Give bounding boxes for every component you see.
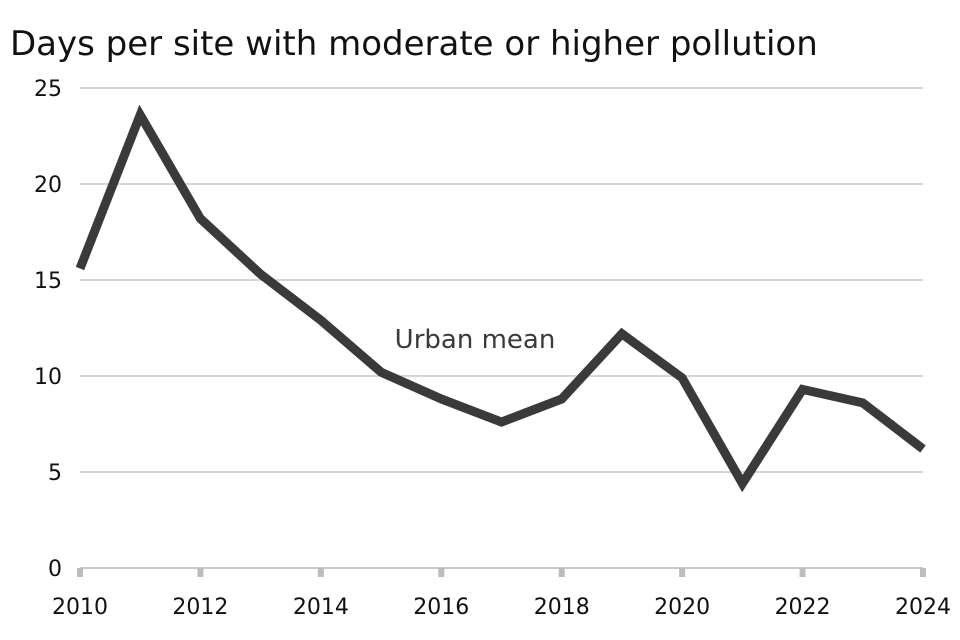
x-tick-label-2010: 2010 xyxy=(52,595,108,620)
series-layer xyxy=(75,104,926,493)
data-point-2022 xyxy=(802,389,803,390)
x-tick-label-2018: 2018 xyxy=(534,595,590,620)
data-point-2012 xyxy=(200,218,201,219)
x-tick-label-2020: 2020 xyxy=(654,595,710,620)
y-tick-label-15: 15 xyxy=(34,269,62,294)
x-tick-2020 xyxy=(679,568,686,577)
series-label: Urban mean xyxy=(395,325,556,355)
data-point-2024 xyxy=(923,448,924,449)
x-axis xyxy=(77,567,926,577)
data-point-2016 xyxy=(441,399,442,400)
y-tick-label-10: 10 xyxy=(34,365,62,390)
data-point-2017 xyxy=(501,422,502,423)
y-tick-label-0: 0 xyxy=(48,557,62,582)
x-tick-label-2016: 2016 xyxy=(413,595,469,620)
data-point-2018 xyxy=(561,399,562,400)
data-point-2023 xyxy=(862,402,863,403)
series-line-0 xyxy=(75,104,926,493)
gridlines xyxy=(80,87,923,473)
y-tick-label-20: 20 xyxy=(34,173,62,198)
x-tick-label-2014: 2014 xyxy=(293,595,349,620)
x-tick-2010 xyxy=(77,568,83,577)
data-point-2013 xyxy=(260,274,261,275)
x-tick-2016 xyxy=(438,568,445,577)
x-tick-2022 xyxy=(799,568,806,577)
y-tick-label-25: 25 xyxy=(34,77,62,102)
chart-title: Days per site with moderate or higher po… xyxy=(10,24,818,64)
x-tick-label-2022: 2022 xyxy=(775,595,831,620)
x-tick-2012 xyxy=(197,568,204,577)
x-tick-label-2024: 2024 xyxy=(895,595,951,620)
data-point-2020 xyxy=(682,377,683,378)
y-tick-label-5: 5 xyxy=(48,461,62,486)
x-tick-2024 xyxy=(920,568,926,577)
x-tick-2018 xyxy=(558,568,565,577)
data-point-2010 xyxy=(80,268,81,269)
data-point-2015 xyxy=(381,372,382,373)
x-tick-label-2012: 2012 xyxy=(172,595,228,620)
data-point-2014 xyxy=(320,320,321,321)
tick-labels: 0 5 10 15 20 25 2010 2012 2014 2016 2018 2020 2022 20… xyxy=(34,77,951,620)
data-point-2019 xyxy=(621,333,622,334)
data-point-2021 xyxy=(742,483,743,484)
x-tick-2014 xyxy=(317,568,324,577)
data-point-2011 xyxy=(140,114,141,115)
